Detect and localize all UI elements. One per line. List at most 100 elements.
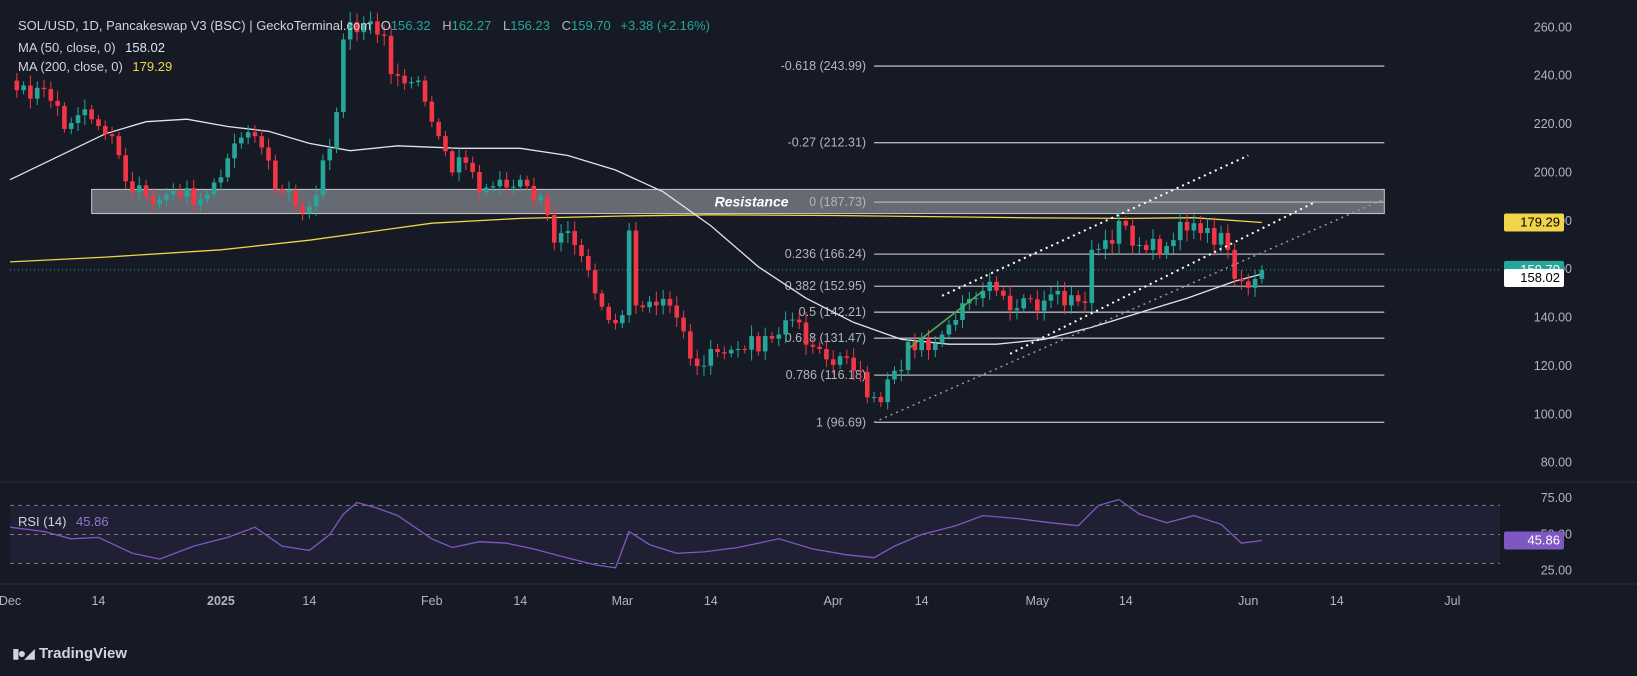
candle-up bbox=[361, 24, 367, 33]
ma200-legend[interactable]: MA (200, close, 0) 179.29 bbox=[18, 59, 172, 74]
ma200-value: 179.29 bbox=[132, 59, 173, 74]
candle-up bbox=[1021, 298, 1027, 309]
close-value: 159.70 bbox=[571, 18, 611, 33]
candle-down bbox=[177, 190, 183, 197]
candle-up bbox=[245, 132, 251, 138]
candle-up bbox=[626, 230, 632, 316]
candle-down bbox=[130, 181, 135, 192]
tradingview-logo[interactable]: ▮●◢ TradingView bbox=[12, 645, 127, 662]
candle-down bbox=[613, 319, 618, 324]
y-tick-label: 200.00 bbox=[1534, 165, 1572, 179]
candle-up bbox=[170, 190, 176, 195]
candle-down bbox=[640, 305, 646, 308]
candle-down bbox=[524, 179, 530, 186]
fib-level-label: 0 (187.73) bbox=[809, 195, 866, 209]
candle-down bbox=[742, 348, 748, 350]
rsi-value: 45.86 bbox=[76, 514, 109, 529]
candle-down bbox=[191, 188, 196, 205]
candle-up bbox=[34, 87, 40, 99]
y-tick-label: 140.00 bbox=[1534, 311, 1572, 325]
candle-up bbox=[905, 341, 911, 371]
candle-down bbox=[674, 305, 680, 318]
low-label: L bbox=[502, 18, 511, 33]
candle-down bbox=[572, 231, 578, 245]
candle-down bbox=[422, 80, 428, 102]
candle-up bbox=[783, 320, 788, 335]
candle-down bbox=[1245, 281, 1251, 288]
candle-down bbox=[41, 87, 47, 90]
fib-level-label: 0.382 (152.95) bbox=[785, 279, 866, 293]
candle-down bbox=[579, 245, 584, 257]
candle-down bbox=[688, 331, 693, 359]
x-tick-label: 14 bbox=[704, 594, 718, 608]
candle-up bbox=[960, 303, 965, 320]
candle-up bbox=[341, 39, 346, 112]
ma50-legend[interactable]: MA (50, close, 0) 158.02 bbox=[18, 40, 165, 55]
tradingview-icon: ▮●◢ bbox=[12, 645, 35, 661]
candle-up bbox=[136, 185, 142, 192]
candle-down bbox=[55, 100, 60, 106]
candle-up bbox=[932, 343, 938, 351]
candle-up bbox=[538, 196, 543, 201]
candle-down bbox=[824, 348, 829, 360]
y-tick-label: 80.00 bbox=[1541, 456, 1572, 470]
candle-down bbox=[1143, 245, 1149, 251]
candle-up bbox=[939, 334, 945, 344]
candle-up bbox=[1014, 308, 1020, 311]
candle-down bbox=[994, 281, 999, 291]
candle-down bbox=[681, 317, 686, 332]
brand-label: TradingView bbox=[38, 645, 128, 662]
symbol-title: SOL/USD, 1D, Pancakeswap V3 (BSC) | Geck… bbox=[18, 18, 372, 33]
candle-up bbox=[1171, 240, 1176, 247]
candle-up bbox=[307, 206, 312, 214]
candle-down bbox=[116, 136, 122, 156]
candle-down bbox=[1198, 223, 1203, 233]
trend-line bbox=[907, 290, 984, 350]
ma200-line bbox=[9, 214, 1262, 263]
candle-up bbox=[558, 232, 564, 243]
candle-up bbox=[919, 339, 924, 351]
candle-up bbox=[953, 319, 959, 325]
candle-down bbox=[395, 74, 401, 76]
candle-down bbox=[123, 155, 128, 182]
candle-down bbox=[864, 371, 870, 398]
candle-down bbox=[878, 396, 884, 403]
candle-down bbox=[1232, 249, 1237, 279]
price-axis-label bbox=[1504, 268, 1564, 287]
candle-up bbox=[409, 82, 414, 84]
candle-up bbox=[1103, 240, 1108, 249]
candle-down bbox=[810, 344, 816, 347]
candle-down bbox=[1123, 220, 1129, 226]
open-value: 156.32 bbox=[390, 18, 431, 33]
y-tick-label: 120.00 bbox=[1534, 359, 1572, 373]
resistance-label: Resistance bbox=[715, 193, 789, 209]
price-axis-label bbox=[1504, 213, 1564, 232]
candle-up bbox=[1164, 246, 1169, 255]
candle-up bbox=[239, 137, 244, 144]
trend-line bbox=[873, 198, 1385, 423]
candle-down bbox=[252, 132, 258, 137]
candle-up bbox=[368, 21, 373, 25]
candle-up bbox=[75, 115, 81, 123]
candle-down bbox=[830, 359, 836, 365]
candle-up bbox=[620, 315, 625, 324]
x-tick-label: 14 bbox=[91, 594, 105, 608]
ma200-label: MA (200, close, 0) bbox=[18, 59, 123, 74]
price-axis-label-text: 179.29 bbox=[1520, 215, 1560, 230]
candle-up bbox=[1177, 221, 1183, 241]
candle-down bbox=[1035, 299, 1040, 311]
candle-down bbox=[293, 190, 299, 207]
x-tick-label: 14 bbox=[1119, 594, 1133, 608]
candle-up bbox=[218, 177, 224, 183]
candle-up bbox=[211, 182, 217, 195]
candle-up bbox=[225, 158, 231, 178]
rsi-legend[interactable]: RSI (14) 45.86 bbox=[18, 514, 109, 529]
price-axis-label-text: 158.02 bbox=[1520, 270, 1560, 285]
candle-up bbox=[1137, 245, 1142, 246]
candle-up bbox=[1055, 290, 1061, 295]
candle-down bbox=[443, 136, 448, 152]
candle-down bbox=[143, 185, 149, 196]
change-value: +3.38 (+2.16%) bbox=[620, 18, 711, 33]
candle-up bbox=[1205, 228, 1210, 233]
